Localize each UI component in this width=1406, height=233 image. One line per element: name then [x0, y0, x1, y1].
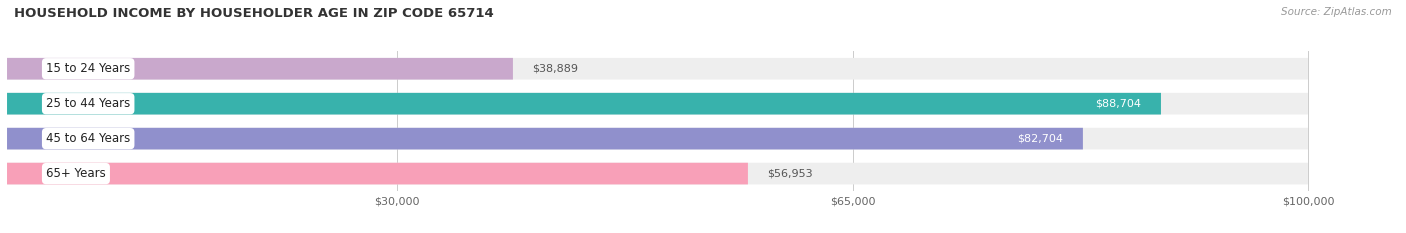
Text: $38,889: $38,889	[533, 64, 578, 74]
Text: 45 to 64 Years: 45 to 64 Years	[46, 132, 131, 145]
Text: 25 to 44 Years: 25 to 44 Years	[46, 97, 131, 110]
Text: 65+ Years: 65+ Years	[46, 167, 105, 180]
FancyBboxPatch shape	[7, 93, 1308, 115]
FancyBboxPatch shape	[7, 58, 1308, 80]
FancyBboxPatch shape	[7, 163, 1308, 185]
FancyBboxPatch shape	[7, 93, 1161, 115]
Text: $82,704: $82,704	[1018, 134, 1063, 144]
FancyBboxPatch shape	[7, 128, 1083, 150]
FancyBboxPatch shape	[7, 163, 748, 185]
Text: $88,704: $88,704	[1095, 99, 1142, 109]
Text: 15 to 24 Years: 15 to 24 Years	[46, 62, 131, 75]
Text: Source: ZipAtlas.com: Source: ZipAtlas.com	[1281, 7, 1392, 17]
Text: HOUSEHOLD INCOME BY HOUSEHOLDER AGE IN ZIP CODE 65714: HOUSEHOLD INCOME BY HOUSEHOLDER AGE IN Z…	[14, 7, 494, 20]
FancyBboxPatch shape	[7, 128, 1308, 150]
FancyBboxPatch shape	[7, 58, 513, 80]
Text: $56,953: $56,953	[768, 169, 813, 178]
